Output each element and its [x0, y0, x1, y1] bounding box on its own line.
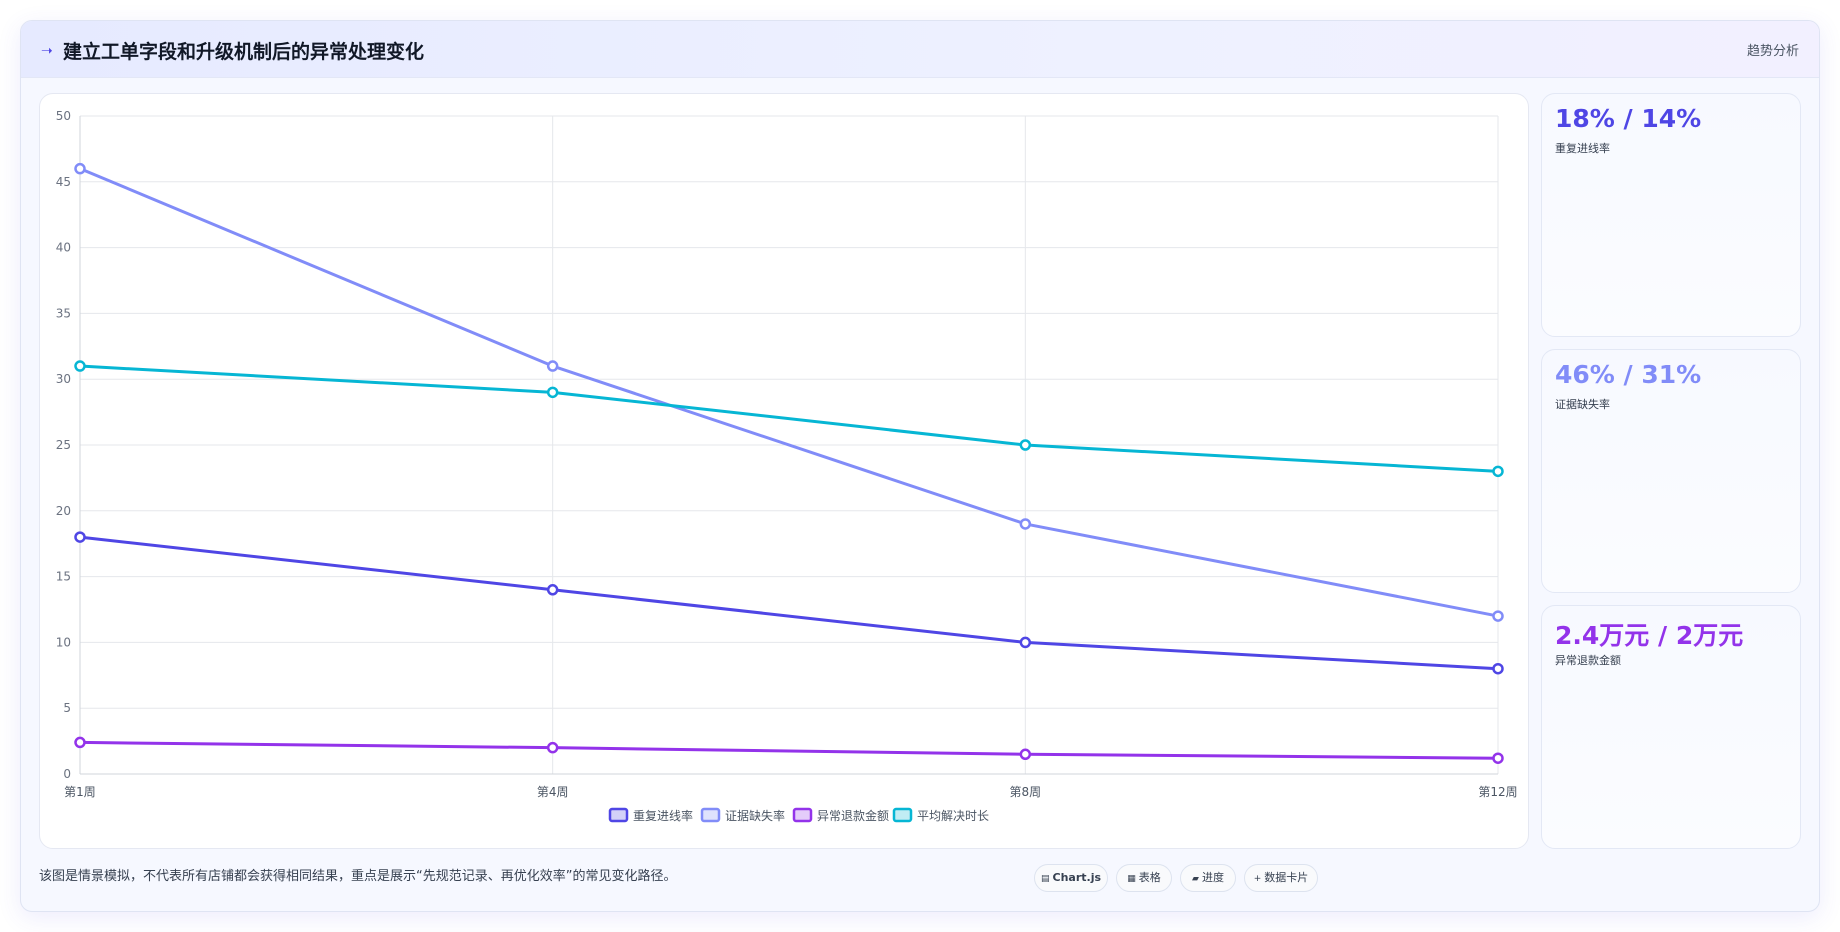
- y-tick-label: 45: [56, 175, 71, 189]
- data-point: [546, 386, 559, 399]
- data-point: [546, 584, 559, 596]
- series-line: [78, 535, 1500, 671]
- y-tick-label: 30: [56, 372, 71, 386]
- progress-icon: ▰: [1192, 874, 1199, 884]
- data-point: [1019, 748, 1032, 761]
- pill-table[interactable]: ▦ 表格: [1116, 864, 1172, 892]
- kpi-card-refund: 2.4万元 / 2万元 异常退款金额: [1541, 605, 1801, 849]
- kpi-value: 2.4万元 / 2万元: [1555, 621, 1744, 650]
- x-tick-label: 第4周: [537, 785, 569, 799]
- pill-label: Chart.js: [1052, 871, 1102, 884]
- data-point: [1492, 610, 1504, 622]
- data-point: [1492, 752, 1504, 764]
- data-point: [74, 162, 86, 175]
- pill-chartjs[interactable]: ▤ Chart.js: [1034, 864, 1108, 892]
- pill-datacard[interactable]: + 数据卡片: [1244, 864, 1318, 892]
- y-tick-label: 35: [56, 306, 71, 320]
- legend-swatch: [700, 807, 721, 823]
- card-title: 建立工单字段和升级机制后的异常处理变化: [63, 41, 425, 63]
- pill-progress[interactable]: ▰ 进度: [1180, 864, 1236, 892]
- y-tick-label: 50: [56, 109, 71, 123]
- data-point: [546, 741, 559, 754]
- data-point: [74, 736, 86, 749]
- y-tick-label: 10: [56, 635, 71, 649]
- legend-label: 平均解决时长: [917, 809, 989, 823]
- kpi-value: 18% / 14%: [1555, 104, 1702, 133]
- card-header: ➝ 建立工单字段和升级机制后的异常处理变化 趋势分析: [21, 21, 1819, 78]
- legend-label: 异常退款金额: [817, 808, 889, 823]
- chart-icon: ▤: [1040, 874, 1050, 884]
- analysis-tag: 趋势分析: [1746, 44, 1799, 59]
- kpi-card-evidence: 46% / 31% 证据缺失率: [1541, 349, 1801, 593]
- kpi-value: 46% / 31%: [1555, 360, 1702, 389]
- sparkle-icon: ➝: [41, 43, 53, 59]
- data-point: [1492, 465, 1504, 478]
- kpi-label: 异常退款金额: [1555, 654, 1621, 667]
- y-tick-label: 5: [63, 701, 71, 715]
- y-tick-label: 20: [56, 504, 71, 518]
- series-line: [78, 167, 1500, 618]
- chart-panel: 0 5 10 15 20 25 30 35 40 45 50 第1周 第4周 第8周 第12周重复进线率 证据…: [39, 93, 1529, 849]
- legend-swatch: [608, 807, 629, 823]
- x-tick-label: 第12周: [1478, 785, 1517, 799]
- data-point: [1019, 636, 1032, 649]
- y-tick-label: 15: [56, 570, 71, 584]
- data-point: [1019, 439, 1032, 451]
- legend-swatch: [892, 807, 913, 823]
- legend-swatch: [792, 807, 813, 823]
- data-point: [546, 360, 559, 372]
- x-tick-label: 第8周: [1010, 785, 1042, 799]
- y-tick-label: 25: [56, 438, 71, 452]
- x-tick-label: 第1周: [64, 785, 96, 799]
- table-icon: ▦: [1127, 874, 1136, 884]
- kpi-label: 证据缺失率: [1555, 398, 1610, 411]
- pill-label: 进度: [1201, 871, 1224, 884]
- data-point: [1019, 518, 1032, 530]
- plus-icon: +: [1253, 874, 1262, 884]
- legend-label: 证据缺失率: [725, 808, 785, 823]
- series-line: [78, 740, 1500, 760]
- footer-note: 该图是情景模拟，不代表所有店铺都会获得相同结果，重点是展示“先规范记录、再优化效…: [39, 869, 677, 884]
- kpi-label: 重复进线率: [1555, 142, 1610, 155]
- data-point: [74, 360, 86, 372]
- series-line: [78, 364, 1500, 473]
- pill-label: 表格: [1138, 871, 1161, 884]
- pill-label: 数据卡片: [1264, 871, 1309, 884]
- data-point: [1492, 662, 1504, 675]
- legend-label: 重复进线率: [633, 808, 693, 823]
- data-point: [74, 531, 86, 543]
- y-tick-label: 0: [63, 767, 71, 781]
- chart-card: ➝ 建立工单字段和升级机制后的异常处理变化 趋势分析 0 5 10 15 20 25 30 3…: [20, 20, 1820, 912]
- y-tick-label: 40: [56, 241, 71, 255]
- kpi-card-repeat: 18% / 14% 重复进线率: [1541, 93, 1801, 337]
